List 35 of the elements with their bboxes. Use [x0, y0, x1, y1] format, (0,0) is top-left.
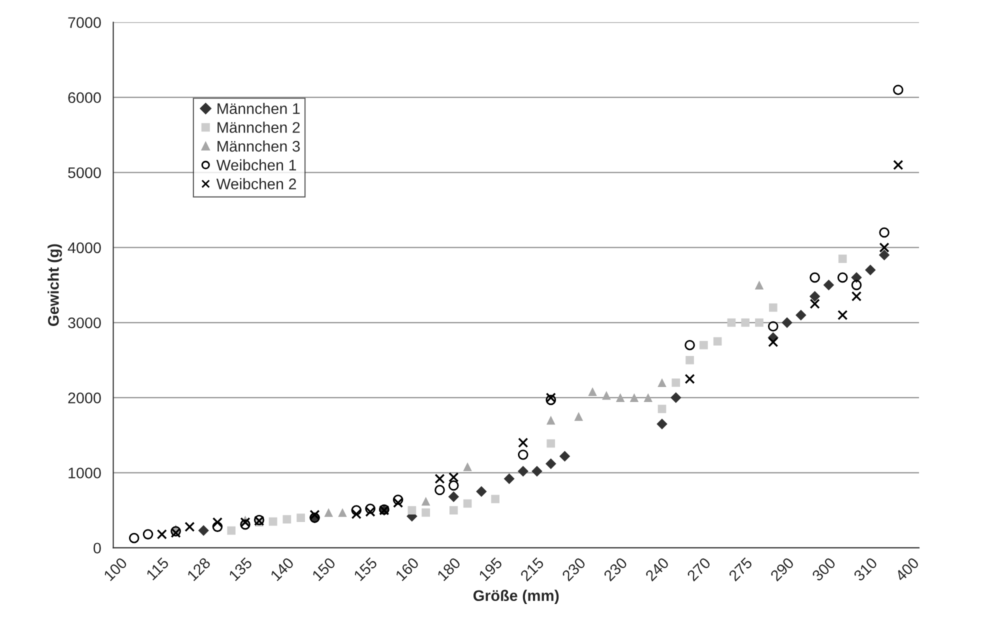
legend-label: Weibchen 1 [216, 159, 296, 171]
y-tick-label: 0 [94, 542, 101, 554]
x-axis-title: Größe (mm) [473, 590, 559, 604]
x-tick-label: 128 [186, 556, 212, 582]
x-tick-label: 100 [103, 556, 128, 582]
x-tick-label: 240 [644, 556, 670, 582]
x-tick-label: 140 [270, 556, 294, 582]
x-tick-label: 135 [228, 556, 253, 582]
x-tick-label: 230 [603, 556, 628, 582]
x-tick-label: 300 [811, 556, 836, 582]
x-tick-label: 160 [395, 556, 420, 582]
x-tick-label: 115 [146, 557, 170, 580]
x-tick-label: 150 [312, 556, 336, 582]
x-tick-label: 275 [728, 556, 753, 582]
y-tick-label: 6000 [68, 92, 101, 104]
y-tick-label: 4000 [68, 242, 101, 254]
x-tick-label: 215 [520, 556, 544, 582]
y-tick-label: 5000 [68, 167, 101, 178]
x-tick-label: 230 [561, 556, 586, 582]
x-tick-label: 310 [853, 556, 878, 582]
x-tick-label: 155 [353, 557, 378, 582]
y-tick-label: 2000 [68, 392, 101, 404]
x-tick-label: 400 [894, 556, 920, 582]
y-tick-label: 7000 [68, 17, 101, 28]
x-tick-label: 290 [770, 556, 795, 582]
y-tick-label: 3000 [68, 317, 101, 328]
y-axis-title: Gewicht (g) [48, 244, 62, 326]
legend-label: Männchen 3 [218, 140, 300, 152]
legend-label: Männchen 2 [218, 122, 300, 133]
x-tick-label: 195 [478, 556, 503, 582]
legend-label: Weibchen 2 [216, 178, 296, 190]
legend-label: Männchen 1 [218, 102, 300, 114]
x-tick-label: 270 [686, 556, 712, 582]
x-tick-label: 180 [436, 556, 462, 582]
y-tick-label: 1000 [68, 468, 101, 478]
